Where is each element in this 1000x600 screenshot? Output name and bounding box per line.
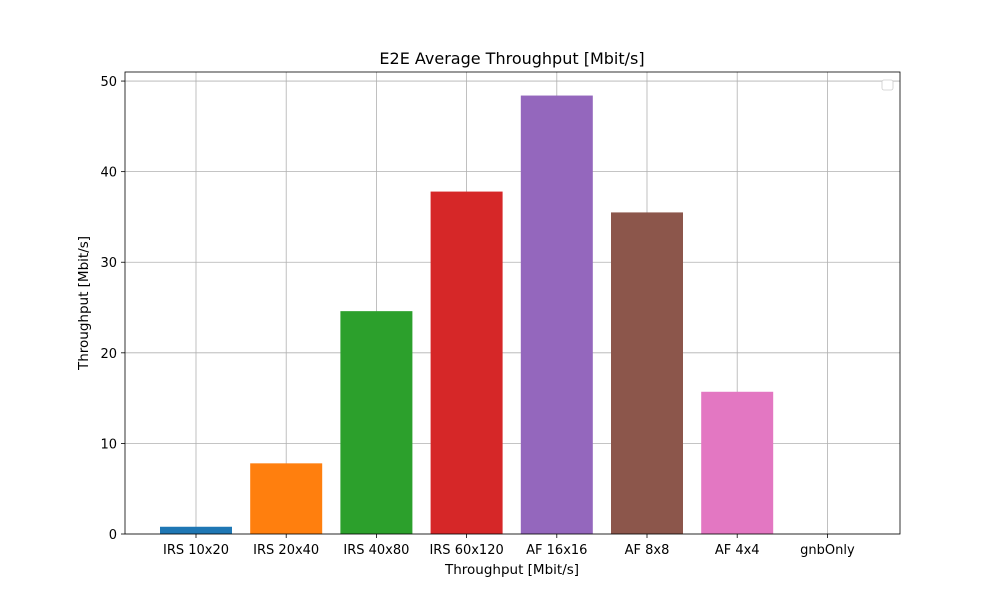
y-tick-label: 20 (100, 347, 117, 362)
x-tick-label: gnbOnly (800, 543, 855, 558)
y-tick-label: 10 (100, 437, 117, 452)
grid (125, 72, 900, 535)
ticks: 0 10 20 30 40 50 IRS 10x20 IRS 20x40 IRS 40x80 IR… (100, 75, 855, 558)
y-tick-label: 40 (100, 166, 117, 181)
bar-af-4x4 (701, 391, 774, 534)
y-tick-label: 0 (109, 528, 117, 543)
y-axis-label: Throughput [Mbit/s] (76, 236, 92, 371)
axes-frame (124, 71, 901, 535)
chart-title: E2E Average Throughput [Mbit/s] (379, 49, 644, 68)
y-tick-label: 50 (100, 75, 117, 90)
bar-af-16x16 (520, 95, 593, 534)
bar-irs-10x20 (160, 526, 232, 534)
x-tick-label: IRS 10x20 (163, 543, 229, 558)
bar-af-8x8 (611, 212, 683, 535)
bar-irs-60x120 (430, 191, 503, 534)
x-tick-label: AF 16x16 (526, 543, 587, 558)
x-tick-label: IRS 20x40 (253, 543, 319, 558)
bars (160, 95, 774, 535)
x-tick-label: IRS 60x120 (429, 543, 503, 558)
x-axis-label: Throughput [Mbit/s] (444, 562, 579, 578)
bar-irs-40x80 (340, 311, 413, 534)
y-tick-label: 30 (100, 256, 117, 271)
x-tick-label: AF 8x8 (625, 543, 670, 558)
bar-irs-20x40 (250, 463, 323, 534)
legend-box (881, 79, 894, 91)
x-tick-label: AF 4x4 (715, 543, 760, 558)
x-tick-label: IRS 40x80 (343, 543, 409, 558)
